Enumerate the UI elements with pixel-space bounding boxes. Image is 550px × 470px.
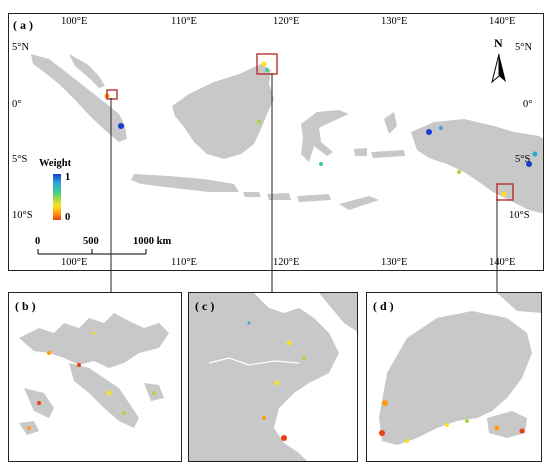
lon-bottom-120: 120°E xyxy=(273,257,300,268)
inset-panel-c: ( c ) xyxy=(188,292,358,462)
lon-bottom-130: 130°E xyxy=(381,257,408,268)
lon-bottom-100: 100°E xyxy=(61,257,88,268)
lat-left-10s: 10°S xyxy=(12,210,33,221)
island-buru xyxy=(354,148,367,156)
scalebar-0: 0 xyxy=(35,236,41,247)
island-timor xyxy=(339,196,379,210)
inset-c-svg xyxy=(189,293,357,461)
lat-left-5n: 5°N xyxy=(12,42,30,53)
panel-label-a: ( a ) xyxy=(13,18,33,32)
panel-label-d: ( d ) xyxy=(373,299,394,313)
island-flores xyxy=(297,194,331,202)
lat-right-5s: 5°S xyxy=(515,154,531,165)
lat-right-5n: 5°N xyxy=(515,42,533,53)
legend-colorbar xyxy=(53,174,61,220)
scale-bar xyxy=(37,249,147,255)
lon-bottom-140: 140°E xyxy=(489,257,516,268)
island-bali-lombok xyxy=(243,192,261,197)
lon-top-100: 100°E xyxy=(61,16,88,27)
lat-left-0: 0° xyxy=(12,99,22,110)
island-sumbawa xyxy=(267,193,291,200)
scalebar-500: 500 xyxy=(83,236,99,247)
lon-top-140: 140°E xyxy=(489,16,516,27)
island-seram xyxy=(371,150,405,158)
legend-max: 1 xyxy=(65,172,71,183)
highlight-box-b xyxy=(106,89,118,100)
inset-b-svg xyxy=(19,313,169,435)
island-java xyxy=(131,174,239,192)
lat-right-10s: 10°S xyxy=(509,210,530,221)
inset-panel-b: ( b ) xyxy=(8,292,182,462)
lon-bottom-110: 110°E xyxy=(171,257,197,268)
main-map-panel: ( a ) 100°E 110°E 120°E 130°E 140°E 100°… xyxy=(8,13,544,271)
lon-top-130: 130°E xyxy=(381,16,408,27)
north-label: N xyxy=(494,36,503,50)
panel-label-b: ( b ) xyxy=(15,299,36,313)
legend-min: 0 xyxy=(65,212,71,223)
lon-top-120: 120°E xyxy=(273,16,300,27)
island-new-guinea xyxy=(411,119,543,214)
main-map-svg xyxy=(31,53,543,255)
island-sumatra xyxy=(31,54,127,142)
malay-peninsula xyxy=(69,54,105,88)
lat-left-5s: 5°S xyxy=(12,154,28,165)
island-halmahera xyxy=(384,112,397,134)
lon-top-110: 110°E xyxy=(171,16,197,27)
scalebar-1000: 1000 km xyxy=(133,236,172,247)
highlight-box-c xyxy=(256,53,278,75)
island-sulawesi xyxy=(301,110,349,162)
inset-panel-d: ( d ) xyxy=(366,292,542,462)
north-arrow-icon xyxy=(491,53,506,84)
highlight-box-d xyxy=(496,183,514,201)
inset-d-svg xyxy=(379,293,541,445)
panel-label-c: ( c ) xyxy=(195,299,215,313)
lat-right-0: 0° xyxy=(523,99,533,110)
legend-title: Weight xyxy=(39,158,72,169)
island-borneo xyxy=(172,64,274,159)
